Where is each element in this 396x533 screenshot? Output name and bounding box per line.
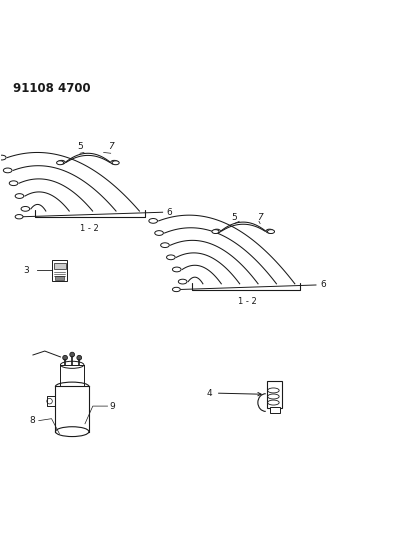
Ellipse shape [15,193,24,198]
Ellipse shape [155,231,164,236]
Ellipse shape [21,206,30,211]
Text: 91108 4700: 91108 4700 [13,82,91,95]
Ellipse shape [55,427,89,437]
Text: 6: 6 [167,208,172,217]
Bar [53,263,66,269]
Ellipse shape [0,155,6,160]
Text: 8: 8 [29,416,35,425]
Ellipse shape [172,287,180,292]
Circle shape [63,356,67,360]
Ellipse shape [15,215,23,219]
Ellipse shape [57,161,64,165]
Ellipse shape [58,160,65,164]
Circle shape [70,352,74,357]
Circle shape [47,399,52,404]
Text: 1 - 2: 1 - 2 [238,297,257,306]
Text: 5: 5 [231,213,237,222]
Ellipse shape [212,230,219,233]
Text: 7: 7 [257,213,263,222]
Text: 4: 4 [206,389,212,398]
Text: 1 - 2: 1 - 2 [80,224,99,233]
Bar [52,260,67,281]
Text: 6: 6 [320,280,326,289]
Bar [270,407,280,413]
Text: 7: 7 [108,142,114,151]
Ellipse shape [161,243,169,247]
Text: 3: 3 [23,266,29,275]
Circle shape [77,356,82,360]
Ellipse shape [167,255,175,260]
Text: 5: 5 [77,142,83,151]
Ellipse shape [178,279,187,284]
Ellipse shape [172,267,181,272]
Ellipse shape [213,229,221,233]
Ellipse shape [266,229,273,233]
Ellipse shape [9,181,18,185]
Ellipse shape [267,230,274,233]
Ellipse shape [149,219,158,223]
Ellipse shape [111,160,118,164]
Ellipse shape [61,361,84,368]
Ellipse shape [3,168,12,173]
Ellipse shape [112,161,119,165]
Text: 9: 9 [110,401,115,410]
Bar [267,381,282,408]
Bar [55,276,64,280]
